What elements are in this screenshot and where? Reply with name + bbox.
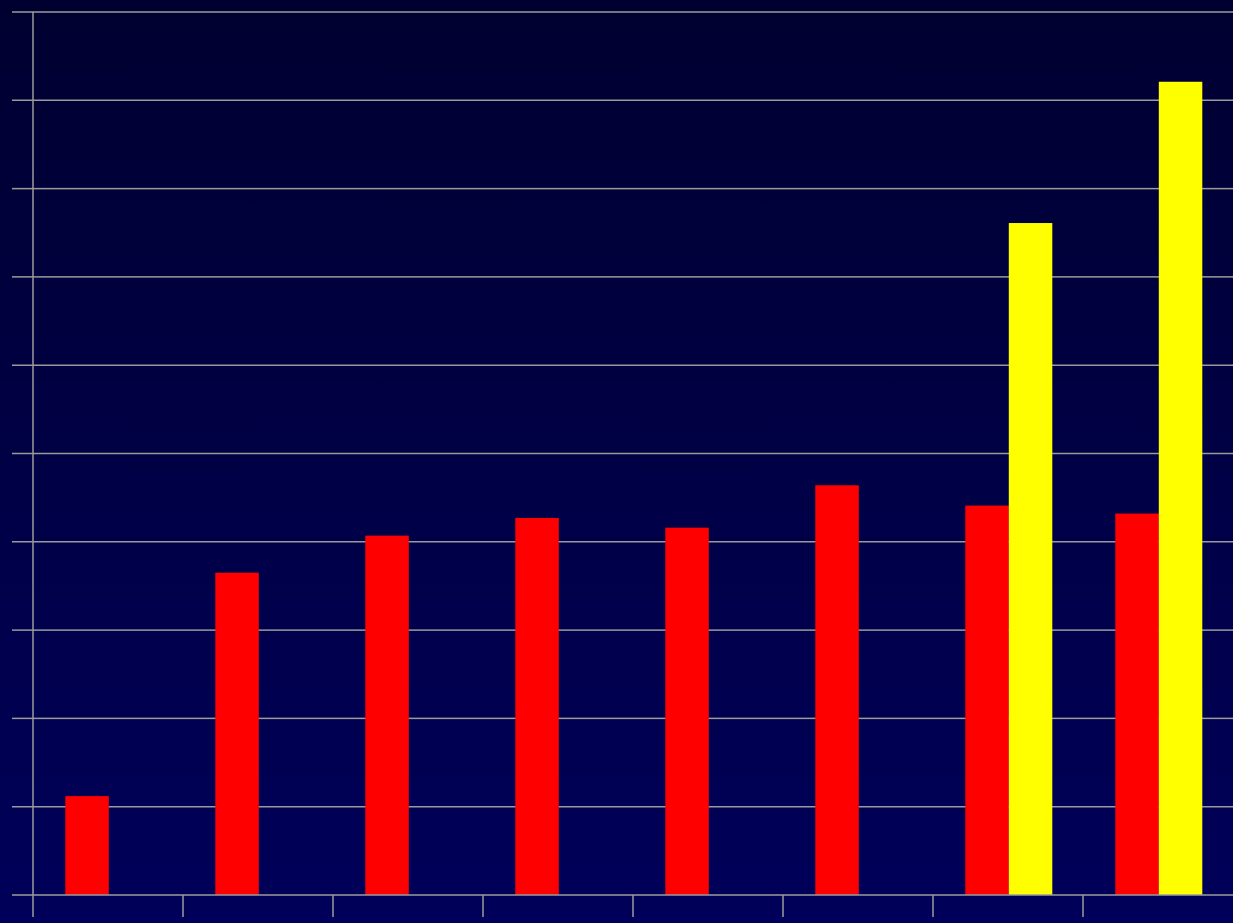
bar [1158,81,1203,895]
bar [1115,513,1159,895]
bar [1008,223,1053,896]
bar [65,796,109,895]
bars [65,81,1203,896]
bar [365,535,409,895]
bar [815,485,859,895]
bar [215,572,259,895]
axes [12,11,1233,917]
bar [665,527,709,895]
bar [515,517,559,895]
bar [965,505,1009,895]
